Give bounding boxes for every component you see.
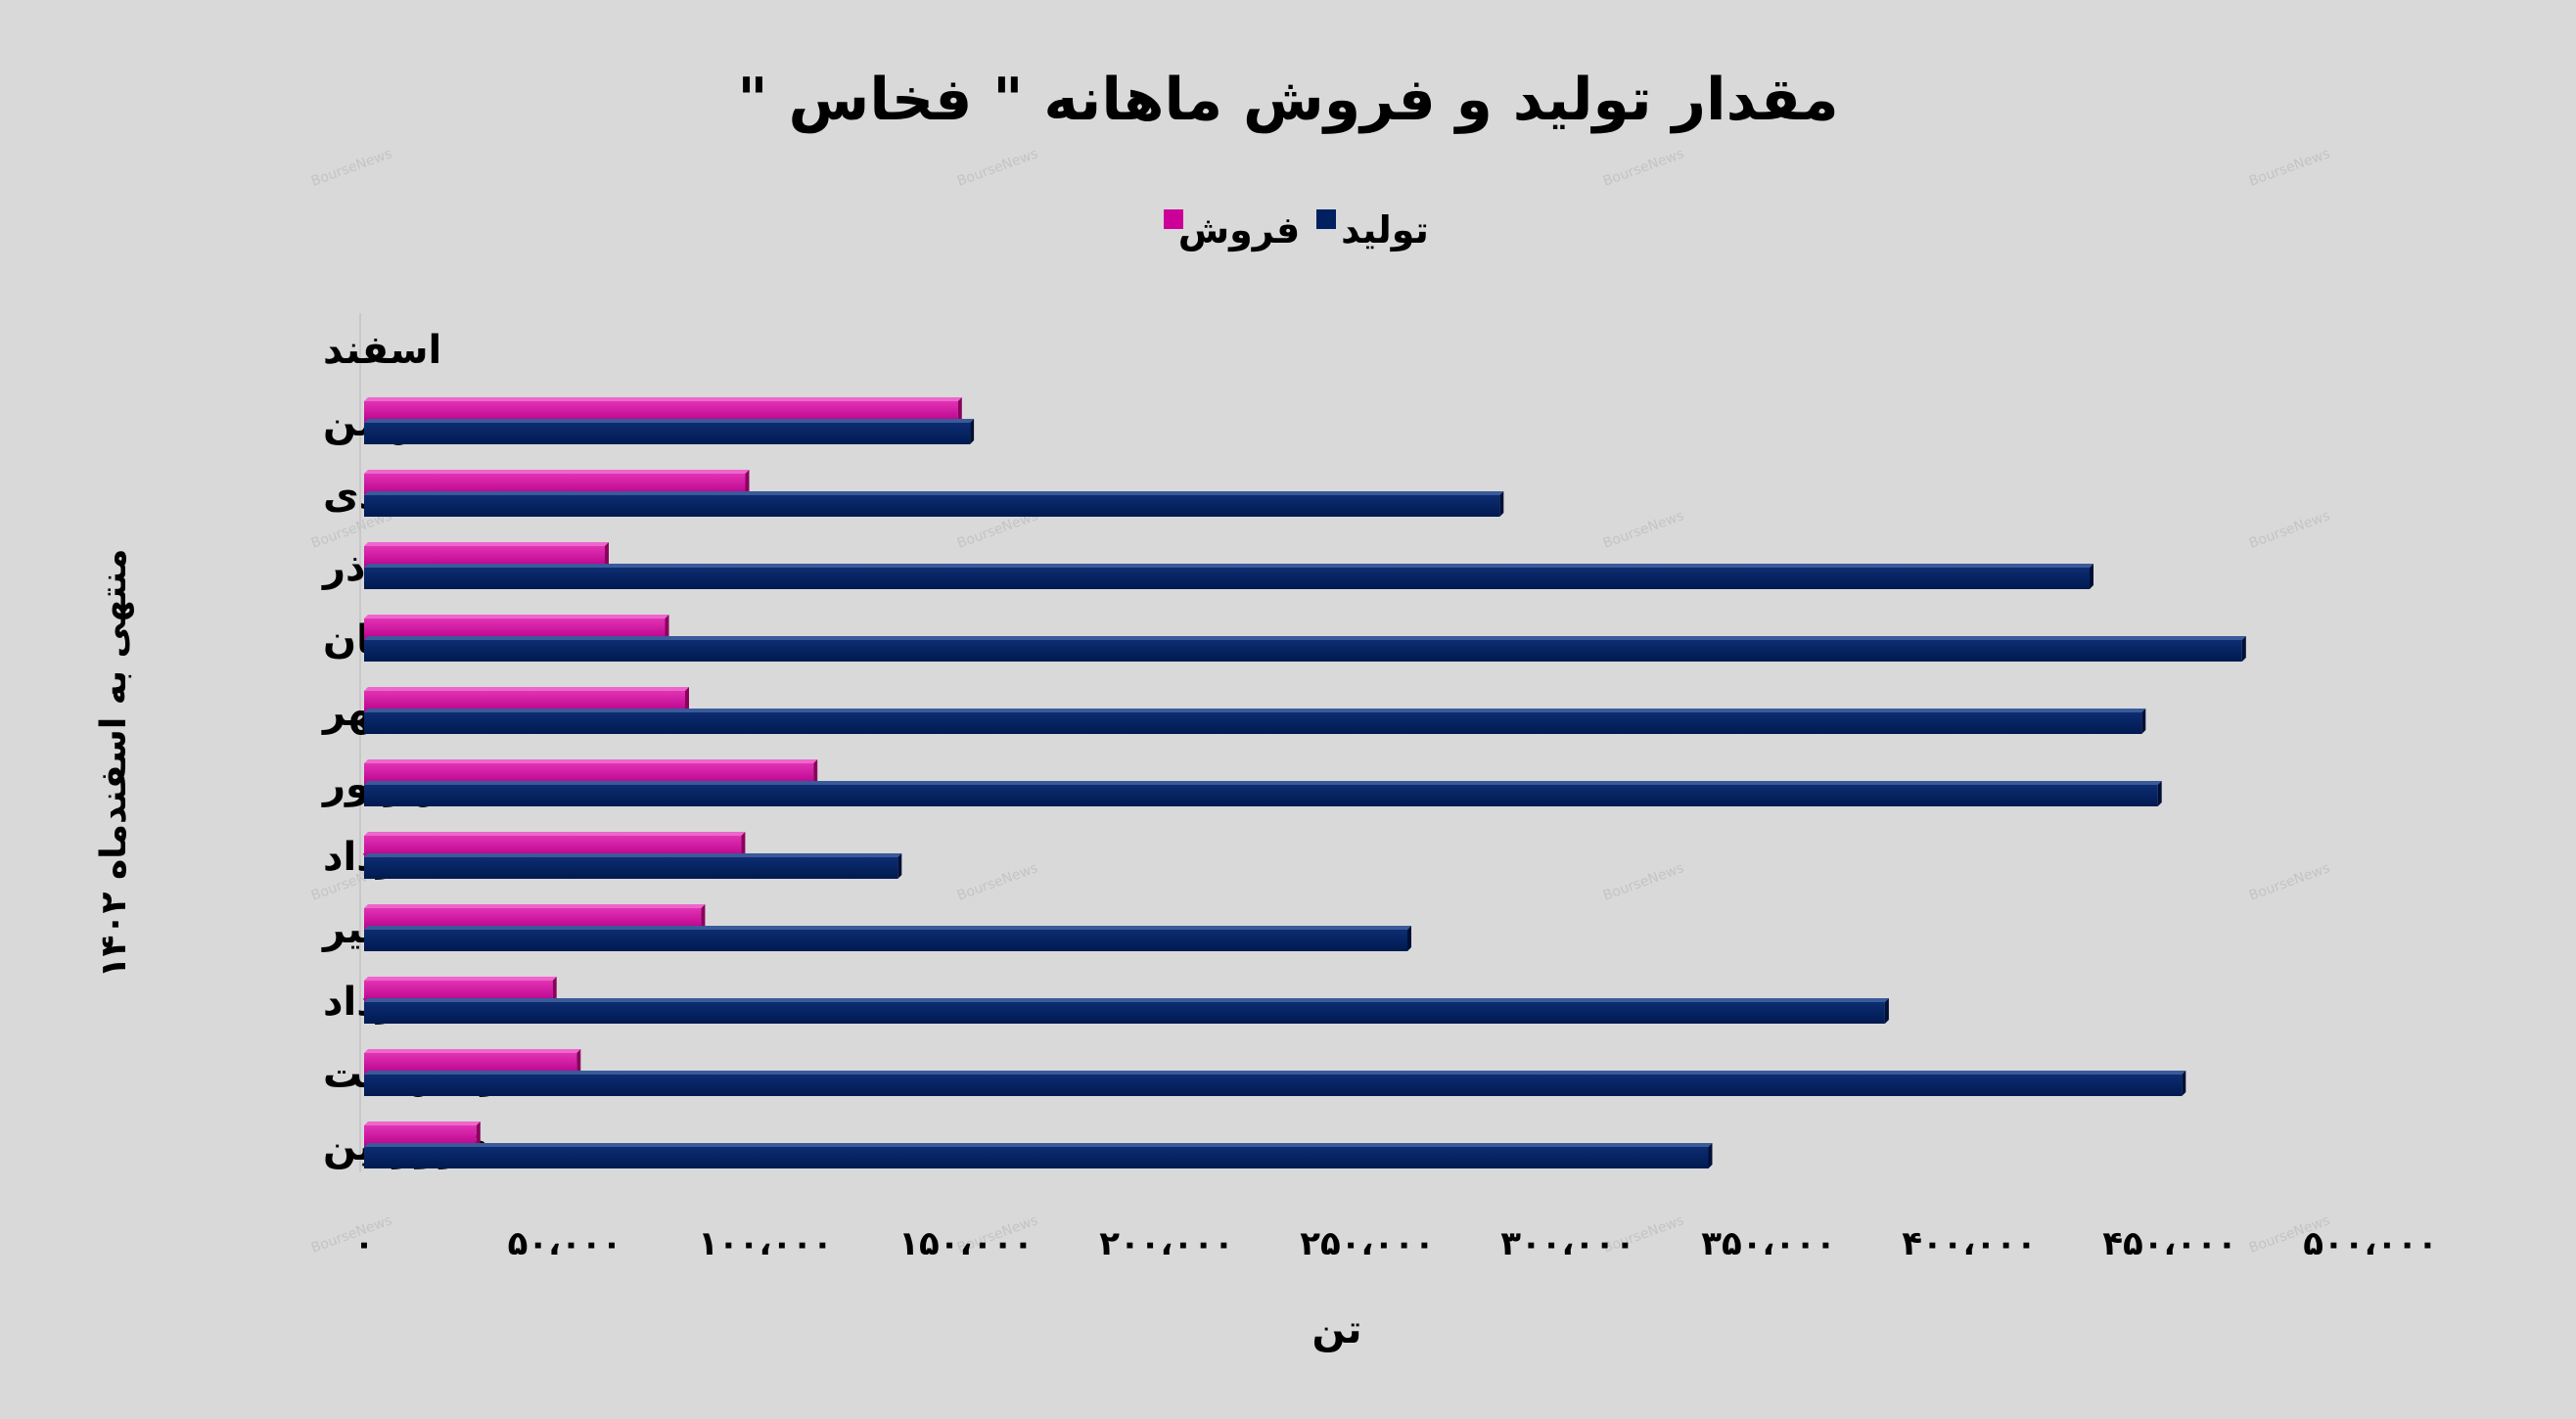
x-tick-label: ۵۰،۰۰۰ xyxy=(508,1224,622,1263)
watermark-text: BourseNews xyxy=(955,146,1040,190)
bar-sales xyxy=(364,904,706,930)
watermark-text: BourseNews xyxy=(1601,508,1686,552)
legend: فروش تولید xyxy=(1164,208,1429,252)
x-tick-label: ۰ xyxy=(354,1224,375,1263)
x-tick-label: ۲۰۰،۰۰۰ xyxy=(1099,1224,1233,1263)
bar-production xyxy=(364,636,2246,662)
bar-production xyxy=(364,1071,2186,1096)
bar-production xyxy=(364,926,1411,951)
watermark-text: BourseNews xyxy=(2247,146,2332,190)
bar-sales xyxy=(364,397,962,423)
x-tick-label: ۴۰۰،۰۰۰ xyxy=(1902,1224,2036,1263)
category-labels: اسفندبهمندیآذرآبانمهرشهریورمردادتیرخرداد… xyxy=(321,328,517,1169)
x-tick-labels: ۰ ۵۰،۰۰۰ ۱۰۰،۰۰۰ ۱۵۰،۰۰۰ ۲۰۰،۰۰۰ ۲۵۰،۰۰۰ ۳۰۰،۰… xyxy=(354,1224,2438,1263)
bar-production xyxy=(364,781,2162,806)
x-tick-label: ۲۵۰،۰۰۰ xyxy=(1300,1224,1434,1263)
y-axis-title: منتهی به اسفندماه ۱۴۰۲ xyxy=(94,549,134,979)
bar-sales xyxy=(364,759,818,785)
bar-sales xyxy=(364,542,609,568)
x-axis-title: تن xyxy=(1311,1307,1361,1352)
bar-production xyxy=(364,1143,1713,1168)
chart-title: مقدار تولید و فروش ماهانه " فخاس " xyxy=(737,66,1838,134)
bar-sales xyxy=(364,1049,581,1075)
x-tick-label: ۵۰۰،۰۰۰ xyxy=(2303,1224,2437,1263)
bar-production xyxy=(364,853,902,879)
x-tick-label: ۳۵۰،۰۰۰ xyxy=(1701,1224,1835,1263)
bars xyxy=(364,397,2246,1168)
bar-production xyxy=(364,419,975,444)
watermark-text: BourseNews xyxy=(955,860,1040,904)
legend-swatch-production xyxy=(1316,209,1336,229)
bar-sales xyxy=(364,977,557,1002)
bar-production xyxy=(364,564,2093,589)
watermark-text: BourseNews xyxy=(1601,860,1686,904)
bar-sales xyxy=(364,1121,481,1147)
category-label: اسفند xyxy=(323,328,441,373)
legend-swatch-sales xyxy=(1164,209,1183,229)
x-tick-label: ۳۰۰،۰۰۰ xyxy=(1500,1224,1634,1263)
bar-sales xyxy=(364,615,669,640)
bar-sales xyxy=(364,687,689,712)
bar-production xyxy=(364,491,1504,517)
watermark-text: BourseNews xyxy=(1601,146,1686,190)
watermark-text: BourseNews xyxy=(2247,860,2332,904)
bar-production xyxy=(364,709,2146,734)
x-tick-label: ۱۰۰،۰۰۰ xyxy=(698,1224,832,1263)
watermark-text: BourseNews xyxy=(2247,508,2332,552)
watermark-text: BourseNews xyxy=(309,1213,394,1257)
legend-label-sales: فروش xyxy=(1178,208,1301,252)
x-tick-label: ۴۵۰،۰۰۰ xyxy=(2102,1224,2236,1263)
x-tick-label: ۱۵۰،۰۰۰ xyxy=(898,1224,1033,1263)
bar-sales xyxy=(364,470,750,495)
legend-label-production: تولید xyxy=(1341,208,1429,252)
bar-production xyxy=(364,998,1889,1024)
bar-sales xyxy=(364,832,746,857)
watermark-text: BourseNews xyxy=(309,146,394,190)
